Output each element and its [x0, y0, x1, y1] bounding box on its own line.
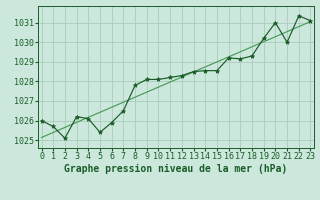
X-axis label: Graphe pression niveau de la mer (hPa): Graphe pression niveau de la mer (hPa) [64, 164, 288, 174]
